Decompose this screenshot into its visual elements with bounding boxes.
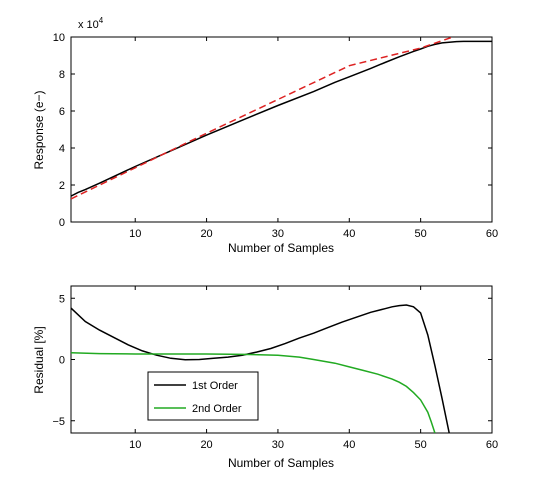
bottom-xtick-label: 10 (129, 439, 141, 451)
bottom-xtick-label: 50 (415, 439, 427, 451)
bottom-series-line-1 (71, 352, 436, 433)
top-plot-ticks: 10 20 30 40 50 60 0 2 4 6 8 10 (53, 32, 498, 240)
bottom-plot-lines (71, 304, 450, 433)
top-xtick-label: 10 (129, 228, 141, 240)
bottom-series-line-0 (71, 304, 450, 433)
top-xtick-label: 20 (200, 228, 212, 240)
bottom-plot-frame (70, 285, 493, 434)
top-ytick-label: 6 (59, 106, 65, 118)
top-ytick-label: 8 (59, 69, 65, 81)
bottom-xtick-label: 40 (343, 439, 355, 451)
bottom-xtick-label: 60 (486, 439, 498, 451)
bottom-plot-ylabel: Residual [%] (32, 326, 46, 393)
top-plot-frame (70, 36, 493, 223)
top-plot-xlabel: Number of Samples (228, 241, 334, 255)
bottom-ytick-label: −5 (52, 416, 65, 428)
top-plot: 10 20 30 40 50 60 0 2 4 6 8 10 x 104 Number of Samp… (32, 16, 498, 255)
bottom-xtick-label: 20 (200, 439, 212, 451)
top-ytick-label: 0 (59, 217, 65, 229)
bottom-plot-xlabel: Number of Samples (228, 456, 334, 470)
top-plot-multiplier: x 104 (78, 16, 104, 31)
top-series-line-1 (71, 37, 454, 200)
bottom-ytick-label: 5 (59, 293, 65, 305)
top-plot-lines (71, 37, 492, 200)
bottom-ytick-label: 0 (59, 355, 65, 367)
top-ytick-label: 10 (53, 32, 65, 44)
top-xtick-label: 50 (415, 228, 427, 240)
legend-label-1st-order: 1st Order (192, 380, 238, 392)
top-xtick-label: 30 (272, 228, 284, 240)
top-ytick-label: 4 (59, 143, 65, 155)
top-ytick-label: 2 (59, 180, 65, 192)
bottom-xtick-label: 30 (272, 439, 284, 451)
legend-box (147, 371, 259, 421)
top-plot-ylabel: Response (e−) (32, 90, 46, 169)
top-xtick-label: 60 (486, 228, 498, 240)
legend: 1st Order 2nd Order (147, 371, 259, 421)
legend-label-2nd-order: 2nd Order (192, 403, 242, 415)
top-xtick-label: 40 (343, 228, 355, 240)
top-series-line-0 (71, 40, 492, 197)
